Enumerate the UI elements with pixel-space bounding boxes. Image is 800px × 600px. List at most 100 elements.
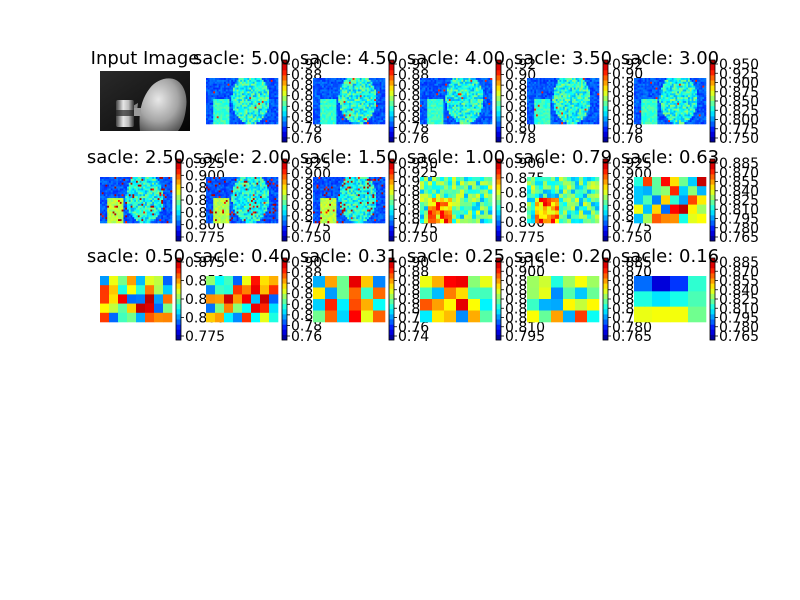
heatmap-cell	[356, 122, 359, 125]
colorbar-segment	[603, 60, 608, 66]
heatmap-cell	[670, 104, 673, 108]
heatmap-cell	[258, 93, 261, 96]
heatmap-cell	[260, 78, 263, 81]
heatmap-cell	[454, 85, 457, 88]
heatmap-cell	[430, 91, 433, 94]
heatmap-cell	[334, 122, 337, 125]
heatmap-cell	[234, 102, 237, 106]
heatmap-cell	[263, 95, 266, 98]
heatmap-cell	[441, 122, 444, 125]
heatmap-cell	[374, 83, 377, 86]
heatmap-cell	[541, 79, 544, 83]
heatmap-cell	[349, 99, 352, 102]
heatmap-cell	[263, 110, 266, 113]
heatmap-cell	[595, 120, 598, 123]
heatmap-cell	[581, 120, 584, 123]
heatmap-cell	[249, 120, 252, 123]
heatmap-cell	[320, 116, 323, 119]
heatmap-cell	[370, 110, 373, 113]
heatmap-cell	[274, 93, 277, 96]
heatmap-cell	[456, 118, 459, 121]
heatmap-cell	[479, 95, 482, 98]
heatmap-cell	[376, 102, 379, 106]
heatmap-cell	[545, 91, 548, 94]
heatmap-cell	[372, 78, 375, 81]
heatmap-cell	[554, 104, 557, 108]
heatmap-cell	[527, 110, 530, 113]
colorbar-segment	[710, 106, 715, 112]
heatmap-cell	[372, 95, 375, 98]
heatmap-cell	[643, 108, 646, 111]
heatmap-cell	[639, 110, 642, 113]
heatmap-cell	[532, 99, 535, 102]
heatmap-cell	[463, 81, 466, 85]
heatmap-cell	[439, 89, 442, 92]
heatmap-cell	[423, 81, 426, 85]
heatmap-cell	[648, 101, 651, 104]
heatmap-cell	[634, 102, 637, 106]
heatmap-cell	[211, 104, 214, 108]
heatmap-cell	[543, 114, 546, 117]
panel-title: sacle: 4.50	[300, 48, 398, 69]
heatmap-cell	[532, 95, 535, 98]
heatmap-cell	[557, 91, 560, 94]
heatmap-cell	[233, 87, 236, 90]
heatmap-cell	[225, 101, 228, 104]
heatmap-cell	[276, 118, 279, 121]
heatmap-cell	[675, 114, 678, 117]
heatmap-cell	[243, 112, 246, 115]
heatmap-cell	[463, 104, 466, 108]
heatmap-cell	[256, 91, 259, 94]
heatmap-cell	[421, 101, 424, 104]
heatmap-cell	[445, 106, 448, 109]
heatmap-cell	[263, 99, 266, 102]
heatmap-cell	[368, 99, 371, 102]
heatmap-cell	[215, 110, 218, 113]
heatmap-cell	[584, 95, 587, 98]
heatmap-cell	[643, 83, 646, 86]
heatmap-cell	[644, 104, 647, 108]
heatmap-cell	[472, 95, 475, 98]
heatmap-cell	[577, 116, 580, 119]
heatmap-cell	[238, 78, 241, 81]
heatmap-cell	[490, 116, 493, 119]
colorbar-segment	[603, 106, 608, 112]
heatmap-cell	[486, 89, 489, 92]
heatmap-cell	[666, 104, 669, 108]
heatmap-cell	[559, 87, 562, 90]
heatmap-cell	[695, 91, 698, 94]
heatmap-cell	[218, 110, 221, 113]
heatmap-cell	[340, 79, 343, 83]
heatmap-cell	[702, 122, 705, 125]
heatmap-cell	[550, 83, 553, 86]
heatmap-cell	[454, 108, 457, 111]
heatmap-cell	[483, 114, 486, 117]
heatmap-cell	[445, 118, 448, 121]
heatmap-cell	[581, 78, 584, 81]
heatmap-cell	[664, 122, 667, 125]
heatmap-cell	[484, 106, 487, 109]
heatmap-cell	[700, 104, 703, 108]
heatmap-cell	[349, 81, 352, 85]
heatmap-cell	[340, 78, 343, 81]
heatmap-cell	[479, 112, 482, 115]
heatmap-cell	[448, 99, 451, 102]
heatmap-cell	[548, 112, 551, 115]
heatmap-cell	[425, 106, 428, 109]
heatmap-cell	[252, 116, 255, 119]
heatmap-cell	[209, 101, 212, 104]
heatmap-cell	[240, 120, 243, 123]
heatmap-cell	[671, 118, 674, 121]
heatmap-cell	[274, 87, 277, 90]
heatmap-cell	[454, 118, 457, 121]
heatmap-cell	[488, 112, 491, 115]
heatmap-cell	[643, 114, 646, 117]
heatmap-cell	[238, 118, 241, 121]
heatmap-cell	[644, 101, 647, 104]
heatmap-cell	[698, 81, 701, 85]
heatmap-cell	[490, 89, 493, 92]
heatmap-cell	[695, 78, 698, 81]
heatmap-cell	[213, 118, 216, 121]
heatmap-cell	[586, 95, 589, 98]
heatmap-cell	[222, 95, 225, 98]
